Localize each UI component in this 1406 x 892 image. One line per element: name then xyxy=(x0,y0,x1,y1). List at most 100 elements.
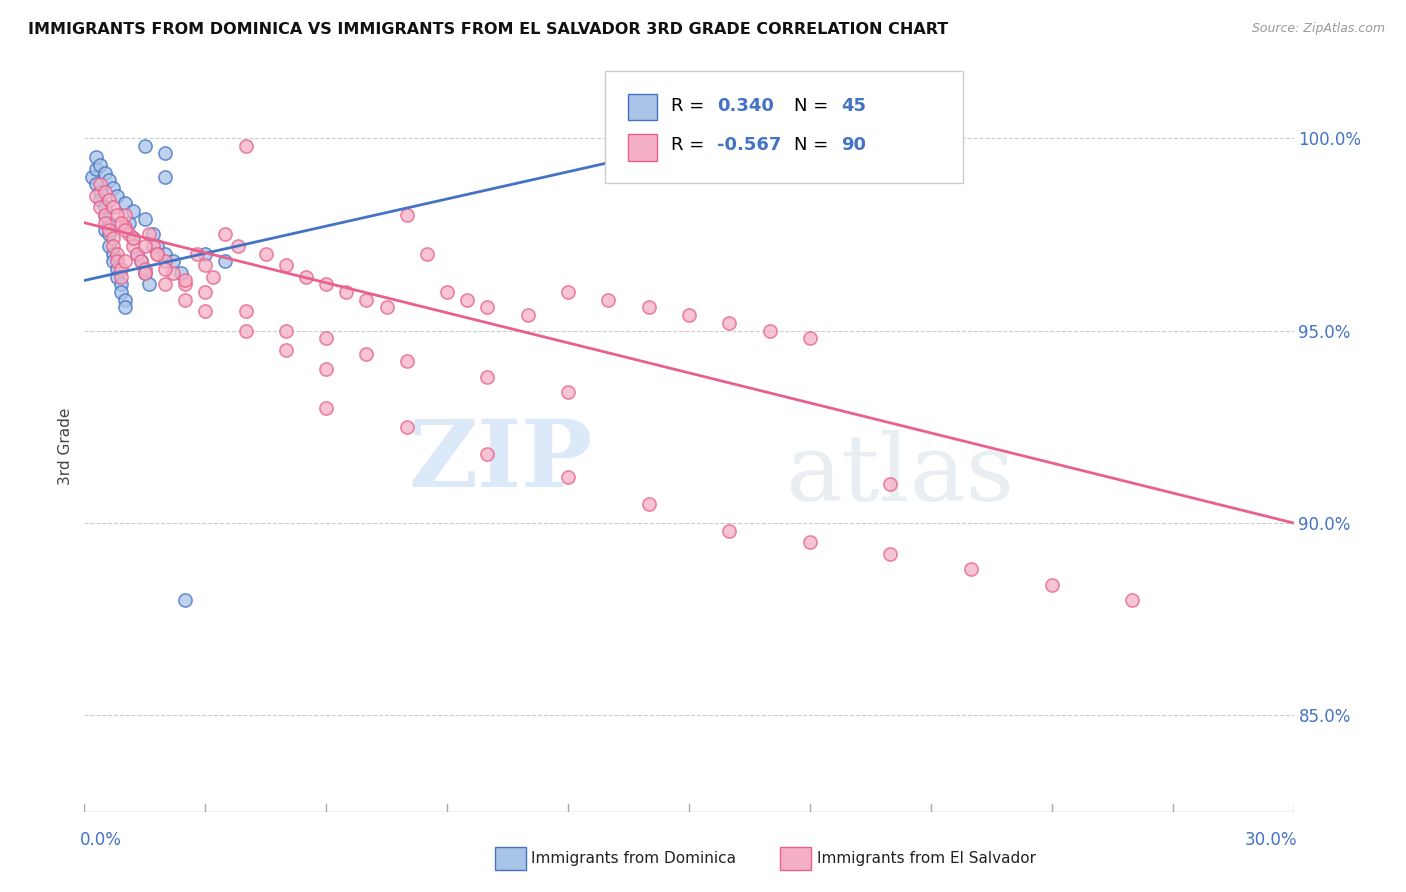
Point xyxy=(879,547,901,561)
Point xyxy=(93,208,115,222)
Point xyxy=(105,261,128,276)
Point xyxy=(162,266,184,280)
Point xyxy=(456,293,478,307)
Point xyxy=(1040,577,1063,591)
Point xyxy=(146,239,169,253)
Point xyxy=(598,293,620,307)
Point xyxy=(274,258,297,272)
Point xyxy=(226,239,249,253)
Point xyxy=(315,401,337,415)
Point xyxy=(114,196,136,211)
Point xyxy=(315,277,337,292)
Point xyxy=(105,254,128,268)
Point xyxy=(274,324,297,338)
Point xyxy=(162,254,184,268)
Point xyxy=(170,266,193,280)
Point xyxy=(718,316,741,330)
Point xyxy=(395,354,418,368)
Point xyxy=(93,216,115,230)
Point xyxy=(254,246,277,260)
Point xyxy=(153,261,176,276)
Point xyxy=(758,324,780,338)
Point xyxy=(97,193,120,207)
Point xyxy=(134,266,156,280)
Point xyxy=(194,258,217,272)
Point xyxy=(678,308,700,322)
Point xyxy=(97,239,120,253)
Text: Source: ZipAtlas.com: Source: ZipAtlas.com xyxy=(1251,22,1385,36)
Point xyxy=(142,239,165,253)
Point xyxy=(110,285,132,299)
Point xyxy=(174,293,197,307)
Text: 30.0%: 30.0% xyxy=(1246,831,1298,849)
Point xyxy=(235,304,257,318)
Point xyxy=(129,254,152,268)
Point xyxy=(235,138,257,153)
Point xyxy=(105,188,128,202)
Text: 0.340: 0.340 xyxy=(717,97,773,115)
Point xyxy=(146,246,169,260)
Text: N =: N = xyxy=(794,97,834,115)
Point xyxy=(557,470,579,484)
Point xyxy=(202,269,225,284)
Point xyxy=(477,301,499,315)
Point xyxy=(186,246,208,260)
Point xyxy=(174,273,197,287)
Point xyxy=(93,185,115,199)
Point xyxy=(134,266,156,280)
Point xyxy=(114,219,136,234)
Point xyxy=(114,301,136,315)
Point xyxy=(214,227,236,242)
Point xyxy=(101,246,124,260)
Point xyxy=(477,447,499,461)
Point xyxy=(97,173,120,187)
Point xyxy=(97,216,120,230)
Point xyxy=(153,246,176,260)
Point xyxy=(174,593,197,607)
Point xyxy=(214,254,236,268)
Point xyxy=(138,277,160,292)
Point xyxy=(436,285,458,299)
Point xyxy=(134,239,156,253)
Point xyxy=(110,269,132,284)
Text: 0.0%: 0.0% xyxy=(80,831,122,849)
Point xyxy=(86,150,108,164)
Text: IMMIGRANTS FROM DOMINICA VS IMMIGRANTS FROM EL SALVADOR 3RD GRADE CORRELATION CH: IMMIGRANTS FROM DOMINICA VS IMMIGRANTS F… xyxy=(28,22,949,37)
Point xyxy=(125,246,148,260)
Point xyxy=(174,277,197,292)
Point xyxy=(416,246,439,260)
Point xyxy=(105,208,128,222)
Point xyxy=(557,385,579,400)
Point xyxy=(86,188,108,202)
Point xyxy=(194,304,217,318)
Point xyxy=(235,324,257,338)
Point xyxy=(375,301,398,315)
Text: atlas: atlas xyxy=(786,430,1015,520)
Point xyxy=(93,166,115,180)
Point xyxy=(194,246,217,260)
Point xyxy=(153,169,176,184)
Text: Immigrants from El Salvador: Immigrants from El Salvador xyxy=(817,851,1036,865)
Point xyxy=(146,246,169,260)
Point xyxy=(101,254,124,268)
Point xyxy=(516,308,538,322)
Point xyxy=(718,524,741,538)
Point xyxy=(477,369,499,384)
Text: R =: R = xyxy=(671,136,710,154)
Point xyxy=(335,285,357,299)
Point xyxy=(129,254,152,268)
Point xyxy=(125,246,148,260)
Point xyxy=(194,285,217,299)
Point xyxy=(121,239,143,253)
Point xyxy=(153,254,176,268)
Point xyxy=(356,293,378,307)
Point xyxy=(315,331,337,345)
Point xyxy=(89,178,111,192)
Point xyxy=(557,285,579,299)
Point xyxy=(134,211,156,226)
Point xyxy=(86,178,108,192)
Point xyxy=(134,138,156,153)
Point xyxy=(1121,593,1143,607)
Point xyxy=(153,277,176,292)
Point xyxy=(110,277,132,292)
